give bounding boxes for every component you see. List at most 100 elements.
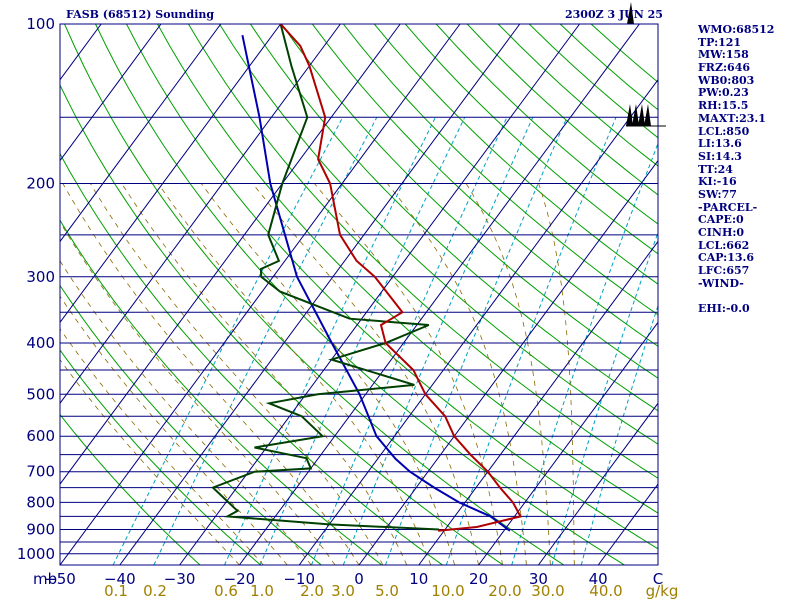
moist-adiabat-line (314, 183, 503, 565)
mixing-ratio-line (342, 117, 534, 565)
mixing-ratio-label: 0.6 (214, 582, 238, 600)
mixing-ratio-label: 0.2 (143, 582, 167, 600)
temperature-tick-label: −10 (283, 570, 315, 588)
temperature-tick-label: −40 (104, 570, 136, 588)
chart-title: FASB (68512) Sounding (66, 8, 215, 21)
moist-adiabat-line (62, 183, 360, 565)
index-item: SW:77 (698, 187, 737, 201)
isotherm-line (60, 24, 282, 324)
index-item: -PARCEL- (698, 200, 758, 214)
pressure-tick-label: 500 (26, 385, 55, 403)
moist-adiabat-line (60, 358, 240, 565)
temperature-tick-label: 0 (354, 570, 364, 588)
dewpoint-trace (211, 24, 440, 531)
temperature-tick-label: 40 (589, 570, 608, 588)
moist-adiabat-line (157, 183, 432, 565)
index-item: -WIND- (698, 276, 744, 290)
isotherms (0, 24, 658, 565)
pressure-tick-label: 400 (26, 334, 55, 352)
pressure-tick-label: 900 (26, 521, 55, 539)
isotherm-line (298, 78, 658, 565)
index-item: FRZ:646 (698, 61, 751, 75)
dry-adiabat-line (60, 413, 201, 565)
index-item: SI:14.3 (698, 149, 742, 163)
temperature-tick-label: 20 (469, 570, 488, 588)
parcel-trace (241, 34, 511, 532)
isotherm-line (60, 24, 162, 162)
pressure-tick-label: 800 (26, 493, 55, 511)
dry-adiabat-line (60, 349, 261, 565)
index-item: MW:158 (698, 48, 749, 62)
dry-adiabat-line (157, 24, 658, 514)
isotherm-line (60, 24, 401, 485)
mixing-ratio-label: 5.0 (375, 582, 399, 600)
plot-frame (59, 23, 659, 566)
dry-adiabat-line (60, 284, 322, 565)
index-item: CINH:0 (698, 226, 745, 239)
moist-adiabat-line (121, 183, 408, 565)
dry-adiabat-line (311, 24, 658, 347)
temperature-unit-label: C (653, 570, 663, 588)
mixing-ratio-label: 1.0 (250, 582, 274, 600)
dry-adiabat-line (126, 24, 658, 550)
index-item: CAPE:0 (698, 213, 744, 227)
mixing-ratio-label: 10.0 (431, 582, 464, 600)
index-item: RH:15.5 (698, 99, 749, 113)
temperature-trace (279, 24, 522, 532)
temperature-tick-label: −50 (44, 570, 76, 588)
isotherm-line (358, 159, 658, 565)
index-item: LI:13.6 (698, 137, 742, 151)
index-item: PW:0.23 (698, 86, 749, 100)
pressure-tick-label: 700 (26, 463, 55, 481)
index-item: WB0:803 (698, 73, 755, 87)
pressure-tick-label: 100 (26, 15, 55, 33)
dry-adiabat-line (64, 24, 565, 565)
moist-adiabat-line (465, 183, 551, 565)
chart-time: 2300Z 3 JUN 25 (565, 8, 663, 21)
wind-barb-flag (638, 104, 645, 126)
dry-adiabat-line (342, 24, 658, 316)
moist-adiabat-line (386, 183, 527, 565)
mixing-ratio-label: 40.0 (589, 582, 622, 600)
moist-adiabat-line (90, 183, 384, 565)
index-item: TP:121 (698, 35, 742, 49)
mixing-ratio-label: 3.0 (331, 582, 355, 600)
index-item: EHI:-0.0 (698, 302, 750, 316)
isotherm-line (238, 24, 640, 565)
stability-indices-list: WMO:68512 TP:121 MW:158 FRZ:646 WB0:803 PW:0.… (698, 23, 774, 316)
mixing-ratio-unit-label: g/kg (646, 582, 679, 600)
index-item: LCL:662 (698, 238, 750, 252)
temperature-tick-label: 30 (529, 570, 548, 588)
pressure-tick-label: 300 (26, 268, 55, 286)
temperature-tick-label: 10 (409, 570, 428, 588)
dry-adiabat-line (373, 24, 658, 285)
temperature-tick-label: −30 (164, 570, 196, 588)
moist-adiabats (60, 183, 575, 565)
moist-adiabat-line (538, 183, 575, 565)
mixing-ratio-label: 30.0 (531, 582, 564, 600)
mixing-ratio-label: 2.0 (300, 582, 324, 600)
moist-adiabat-line (60, 260, 312, 565)
temperature-tick-label: −20 (224, 570, 256, 588)
index-item: LFC:657 (698, 264, 750, 278)
sounding-traces (211, 24, 522, 532)
mixing-ratio-label: 0.1 (104, 582, 128, 600)
isotherm-line (60, 24, 341, 405)
dry-adiabat-line (249, 24, 658, 412)
dry-adiabat-line (60, 84, 504, 565)
isotherm-line (60, 24, 102, 81)
moist-adiabat-line (252, 183, 479, 565)
mixing-ratio-line (112, 117, 344, 565)
isotherm-line (0, 24, 41, 565)
pressure-tick-label: 1000 (17, 545, 55, 563)
pressure-tick-label: 600 (26, 427, 55, 445)
index-item: TT:24 (698, 162, 733, 176)
isotherm-line (418, 240, 658, 565)
wind-barb-flag (627, 2, 634, 24)
isotherm-line (119, 24, 521, 565)
isotherm-line (537, 402, 658, 565)
isotherm-line (478, 321, 658, 565)
dry-adiabat-line (280, 24, 658, 379)
